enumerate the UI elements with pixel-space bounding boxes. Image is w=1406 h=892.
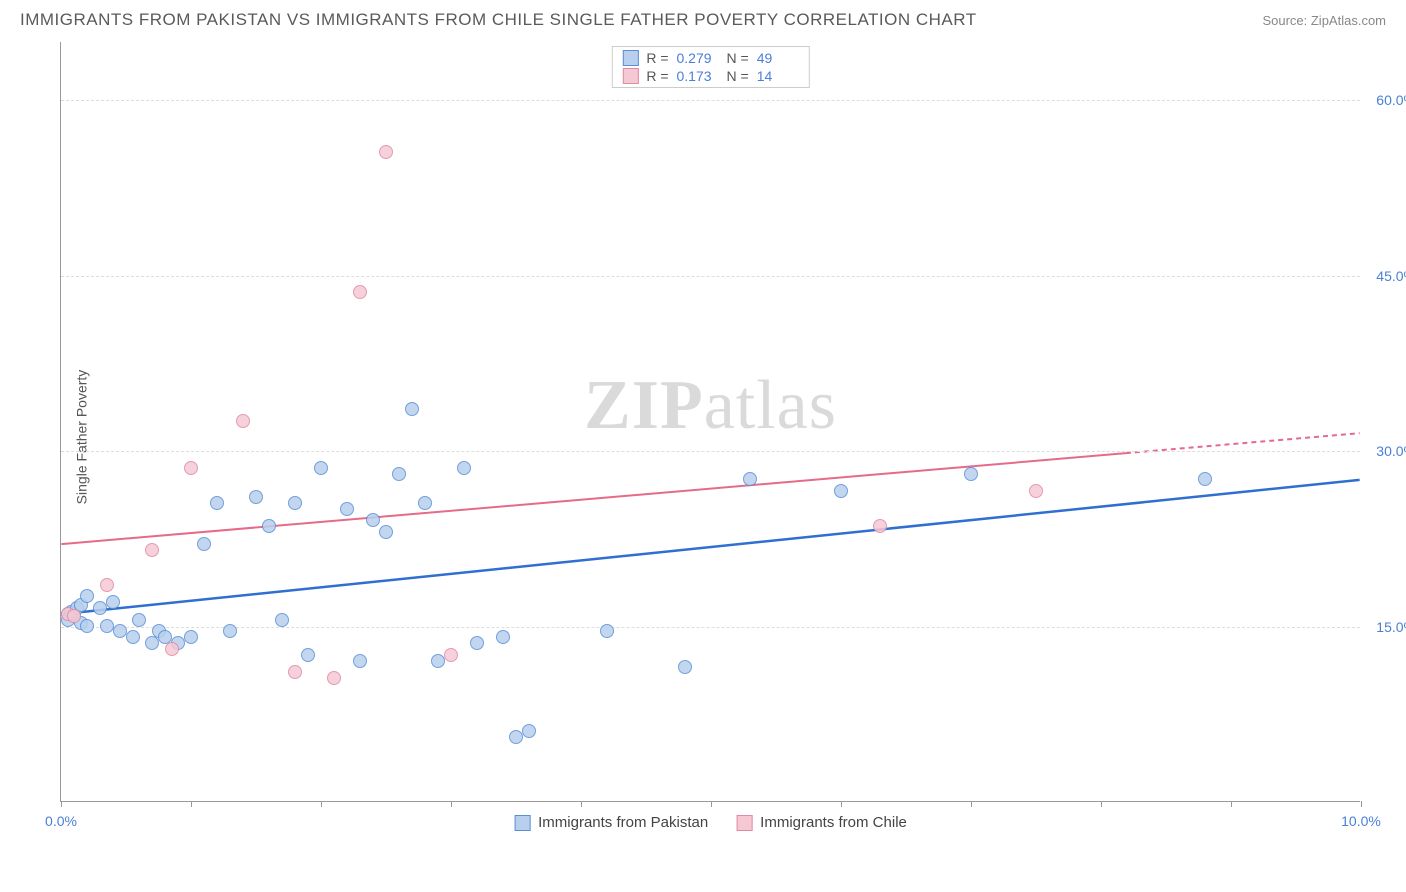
plot-area: ZIPatlas R =0.279N =49R =0.173N =14 Immi… bbox=[60, 42, 1360, 802]
legend-series: Immigrants from Pakistan Immigrants from … bbox=[514, 814, 907, 831]
data-point bbox=[1029, 484, 1043, 498]
data-point bbox=[262, 519, 276, 533]
x-tick bbox=[321, 801, 322, 807]
data-point bbox=[964, 467, 978, 481]
x-tick bbox=[971, 801, 972, 807]
data-point bbox=[392, 467, 406, 481]
data-point bbox=[509, 730, 523, 744]
n-value: 14 bbox=[757, 68, 799, 84]
source-label: Source: ZipAtlas.com bbox=[1262, 13, 1386, 28]
data-point bbox=[600, 624, 614, 638]
data-point bbox=[165, 642, 179, 656]
trend-lines bbox=[61, 42, 1360, 801]
x-tick bbox=[1361, 801, 1362, 807]
x-tick bbox=[581, 801, 582, 807]
data-point bbox=[470, 636, 484, 650]
data-point bbox=[379, 525, 393, 539]
data-point bbox=[67, 609, 81, 623]
data-point bbox=[444, 648, 458, 662]
x-tick bbox=[711, 801, 712, 807]
data-point bbox=[327, 671, 341, 685]
data-point bbox=[1198, 472, 1212, 486]
legend-stats: R = 0.279 N = 49 R = 0.173 N = 14 bbox=[611, 46, 809, 88]
data-point bbox=[106, 595, 120, 609]
legend-swatch bbox=[622, 50, 638, 66]
data-point bbox=[340, 502, 354, 516]
data-point bbox=[418, 496, 432, 510]
x-tick bbox=[1231, 801, 1232, 807]
data-point bbox=[431, 654, 445, 668]
r-value: 0.173 bbox=[677, 68, 719, 84]
data-point bbox=[457, 461, 471, 475]
data-point bbox=[834, 484, 848, 498]
legend-stat-row: R = 0.279 N = 49 bbox=[612, 49, 808, 67]
y-tick-label: 45.0% bbox=[1376, 268, 1406, 284]
legend-item: Immigrants from Chile bbox=[736, 814, 907, 831]
n-value: 49 bbox=[757, 50, 799, 66]
data-point bbox=[873, 519, 887, 533]
x-tick bbox=[61, 801, 62, 807]
data-point bbox=[210, 496, 224, 510]
data-point bbox=[197, 537, 211, 551]
data-point bbox=[126, 630, 140, 644]
chart-container: Single Father Poverty ZIPatlas R =0.279N… bbox=[50, 42, 1390, 832]
legend-label: Immigrants from Pakistan bbox=[538, 814, 708, 831]
gridline bbox=[61, 276, 1360, 277]
data-point bbox=[522, 724, 536, 738]
data-point bbox=[366, 513, 380, 527]
data-point bbox=[288, 496, 302, 510]
data-point bbox=[80, 589, 94, 603]
data-point bbox=[275, 613, 289, 627]
r-value: 0.279 bbox=[677, 50, 719, 66]
data-point bbox=[314, 461, 328, 475]
data-point bbox=[100, 578, 114, 592]
data-point bbox=[353, 654, 367, 668]
data-point bbox=[145, 543, 159, 557]
x-tick bbox=[1101, 801, 1102, 807]
y-tick-label: 30.0% bbox=[1376, 443, 1406, 459]
n-label: N = bbox=[727, 68, 749, 84]
x-tick bbox=[841, 801, 842, 807]
data-point bbox=[288, 665, 302, 679]
x-tick-label: 10.0% bbox=[1341, 813, 1381, 829]
gridline bbox=[61, 451, 1360, 452]
x-tick bbox=[451, 801, 452, 807]
n-label: N = bbox=[727, 50, 749, 66]
legend-swatch bbox=[622, 68, 638, 84]
legend-swatch bbox=[736, 815, 752, 831]
data-point bbox=[236, 414, 250, 428]
data-point bbox=[80, 619, 94, 633]
data-point bbox=[223, 624, 237, 638]
data-point bbox=[93, 601, 107, 615]
data-point bbox=[184, 461, 198, 475]
data-point bbox=[678, 660, 692, 674]
data-point bbox=[405, 402, 419, 416]
data-point bbox=[379, 145, 393, 159]
data-point bbox=[743, 472, 757, 486]
chart-title: IMMIGRANTS FROM PAKISTAN VS IMMIGRANTS F… bbox=[20, 10, 977, 30]
gridline bbox=[61, 627, 1360, 628]
legend-swatch bbox=[514, 815, 530, 831]
y-tick-label: 15.0% bbox=[1376, 619, 1406, 635]
gridline bbox=[61, 100, 1360, 101]
r-label: R = bbox=[646, 68, 668, 84]
x-tick bbox=[191, 801, 192, 807]
y-tick-label: 60.0% bbox=[1376, 92, 1406, 108]
data-point bbox=[353, 285, 367, 299]
data-point bbox=[249, 490, 263, 504]
r-label: R = bbox=[646, 50, 668, 66]
data-point bbox=[132, 613, 146, 627]
data-point bbox=[301, 648, 315, 662]
legend-stat-row: R = 0.173 N = 14 bbox=[612, 67, 808, 85]
legend-label: Immigrants from Chile bbox=[760, 814, 907, 831]
data-point bbox=[100, 619, 114, 633]
legend-item: Immigrants from Pakistan bbox=[514, 814, 708, 831]
data-point bbox=[113, 624, 127, 638]
x-tick-label: 0.0% bbox=[45, 813, 77, 829]
data-point bbox=[496, 630, 510, 644]
data-point bbox=[184, 630, 198, 644]
